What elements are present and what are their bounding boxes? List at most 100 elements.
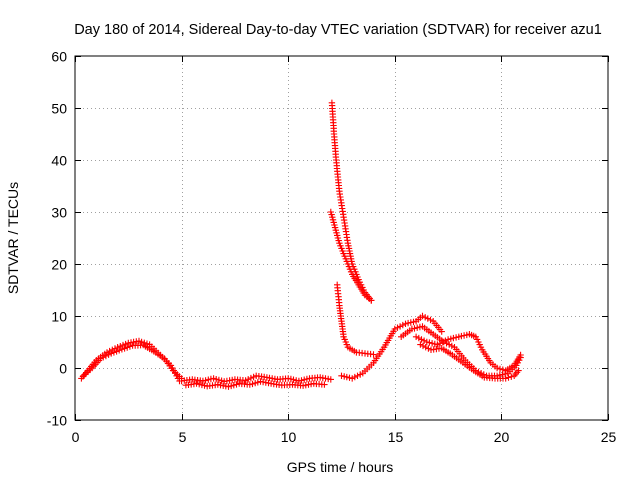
y-tick-label: 40 (51, 153, 67, 169)
data-point (502, 375, 509, 382)
data-point (285, 375, 292, 382)
data-point (493, 364, 501, 372)
data-point (126, 343, 134, 350)
data-point (196, 381, 203, 388)
y-tick-label: 10 (51, 309, 67, 325)
data-point (118, 346, 126, 353)
data-point (434, 341, 441, 348)
data-point (321, 381, 328, 388)
series-evening-arc-c (417, 341, 522, 382)
data-point (458, 332, 465, 340)
grid-lines (75, 56, 608, 420)
x-tick-label: 0 (72, 429, 80, 445)
data-point (419, 312, 426, 320)
data-point (354, 372, 361, 379)
data-point (508, 373, 515, 380)
data-point (327, 376, 334, 383)
y-tick-label: 60 (51, 49, 67, 65)
data-point (411, 325, 418, 332)
data-point (438, 328, 445, 335)
data-point (215, 376, 223, 384)
data-point (515, 367, 522, 374)
data-point (412, 333, 420, 340)
data-point (202, 377, 209, 384)
data-point (436, 340, 444, 347)
data-point (346, 374, 353, 381)
data-point (116, 347, 123, 354)
data-point (213, 376, 220, 383)
data-markers (78, 99, 524, 390)
data-point (249, 380, 256, 388)
x-tick-label: 20 (494, 429, 510, 445)
data-point (247, 374, 255, 382)
y-axis-label: SDTVAR / TECUs (5, 182, 21, 294)
data-point (351, 373, 358, 381)
y-tick-label: -10 (47, 413, 67, 429)
y-tick-label: 30 (51, 205, 67, 221)
data-point (496, 365, 504, 373)
data-point (505, 374, 512, 381)
series-evening-arc-b (412, 331, 524, 374)
data-point (407, 319, 414, 326)
data-point (419, 342, 427, 350)
series-spike-branch-b (327, 208, 375, 304)
data-point (338, 372, 345, 379)
data-point (448, 342, 455, 350)
data-point (517, 351, 524, 359)
y-tick-label: 50 (51, 101, 67, 117)
data-point (229, 376, 236, 384)
data-point (450, 334, 457, 342)
data-point (415, 334, 422, 342)
data-point (290, 376, 297, 383)
data-point (426, 339, 433, 346)
data-point (370, 351, 377, 358)
data-point (102, 352, 110, 360)
data-point (452, 334, 460, 341)
data-point (225, 383, 232, 390)
data-point (414, 324, 421, 331)
x-tick-label: 10 (281, 429, 297, 445)
y-tick-label: 0 (59, 361, 67, 377)
data-point (122, 340, 129, 348)
x-tick-label: 25 (601, 429, 617, 445)
data-point (245, 376, 252, 383)
data-point (343, 373, 350, 381)
chart-title: Day 180 of 2014, Sidereal Day-to-day VTE… (74, 22, 602, 38)
data-point (399, 321, 406, 329)
data-point (246, 381, 253, 388)
y-tick-label: 20 (51, 257, 67, 273)
series-midday-flat-lower (182, 378, 328, 390)
data-point (110, 349, 118, 356)
data-point (396, 323, 404, 330)
data-point (302, 382, 309, 389)
series-midday-flat-upper (178, 372, 334, 385)
data-point (428, 340, 436, 347)
data-point (100, 354, 107, 361)
data-point (259, 378, 267, 386)
data-point (422, 344, 429, 351)
data-point (214, 381, 221, 388)
data-point (391, 325, 398, 333)
x-axis-label: GPS time / hours (287, 459, 394, 475)
data-point (501, 370, 509, 378)
data-point (442, 337, 449, 344)
data-point (301, 376, 308, 383)
data-point (108, 350, 115, 357)
data-point (193, 380, 200, 387)
x-tick-label: 5 (179, 429, 187, 445)
data-point (427, 316, 434, 324)
data-point (424, 315, 431, 322)
data-point (199, 377, 207, 385)
plot-frame (74, 55, 609, 421)
data-point (298, 377, 305, 384)
series-morning-arc-lower (80, 341, 185, 382)
series-spike-branch-c (334, 281, 377, 358)
data-point (444, 336, 452, 343)
data-point (368, 297, 375, 304)
data-point (230, 382, 237, 389)
series-afternoon-rise (338, 312, 445, 382)
data-point (460, 332, 468, 339)
data-point (124, 344, 131, 351)
